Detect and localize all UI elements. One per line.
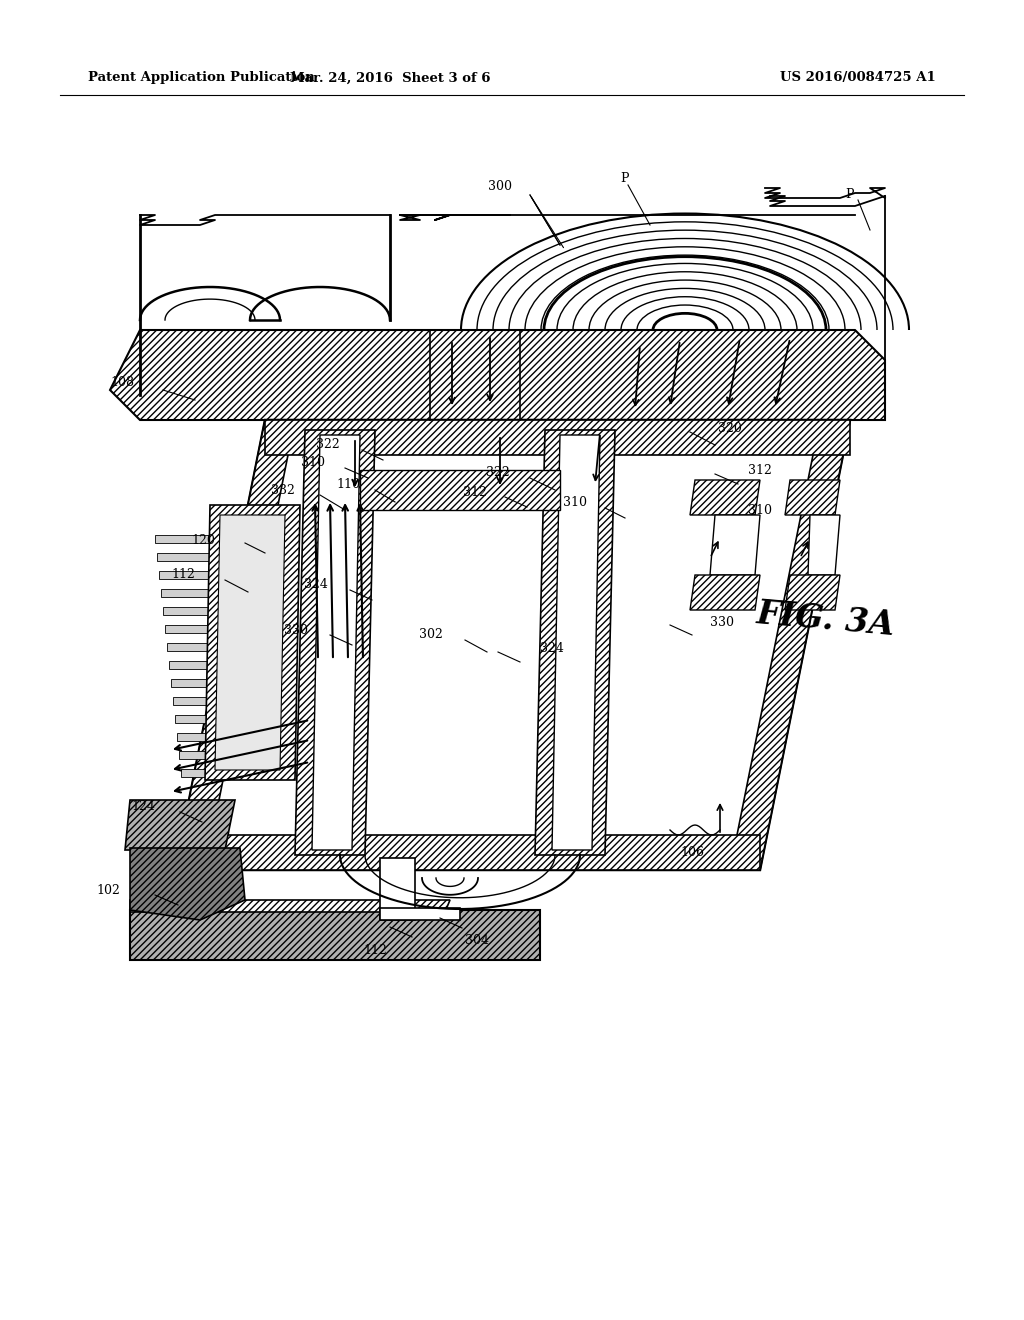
Polygon shape <box>175 420 295 870</box>
Polygon shape <box>690 480 760 515</box>
Polygon shape <box>380 858 415 920</box>
Polygon shape <box>177 733 247 741</box>
Text: 110: 110 <box>336 478 360 491</box>
Polygon shape <box>171 678 249 686</box>
Polygon shape <box>179 751 247 759</box>
Polygon shape <box>181 770 246 777</box>
Text: 310: 310 <box>301 455 325 469</box>
Polygon shape <box>710 515 760 576</box>
Polygon shape <box>169 661 250 669</box>
Text: 332: 332 <box>271 483 295 496</box>
Text: 300: 300 <box>488 181 512 194</box>
Polygon shape <box>157 553 254 561</box>
Polygon shape <box>130 909 540 960</box>
Polygon shape <box>130 847 245 920</box>
Polygon shape <box>175 715 248 723</box>
Polygon shape <box>552 436 600 850</box>
Polygon shape <box>535 430 615 855</box>
Text: 320: 320 <box>718 421 741 434</box>
Text: 124: 124 <box>131 800 155 813</box>
Text: 108: 108 <box>110 376 134 389</box>
Text: 330: 330 <box>284 623 308 636</box>
Text: 120: 120 <box>191 533 215 546</box>
Polygon shape <box>163 607 252 615</box>
Polygon shape <box>785 480 840 515</box>
Polygon shape <box>205 506 300 780</box>
Text: 302: 302 <box>419 628 443 642</box>
Text: 102: 102 <box>96 883 120 896</box>
Polygon shape <box>130 900 450 912</box>
Text: 304: 304 <box>465 933 489 946</box>
Polygon shape <box>173 697 249 705</box>
Text: 106: 106 <box>680 846 705 859</box>
Polygon shape <box>730 420 850 870</box>
Polygon shape <box>808 515 840 576</box>
Text: P: P <box>845 189 853 202</box>
Polygon shape <box>785 576 840 610</box>
Text: P: P <box>620 172 629 185</box>
Text: 312: 312 <box>748 463 772 477</box>
Polygon shape <box>175 836 760 870</box>
Text: 112: 112 <box>364 944 387 957</box>
Text: Mar. 24, 2016  Sheet 3 of 6: Mar. 24, 2016 Sheet 3 of 6 <box>290 71 490 84</box>
Polygon shape <box>690 576 760 610</box>
Text: 310: 310 <box>563 496 587 510</box>
Text: 324: 324 <box>540 642 564 655</box>
Text: Patent Application Publication: Patent Application Publication <box>88 71 314 84</box>
Text: 330: 330 <box>710 615 734 628</box>
Polygon shape <box>360 470 560 510</box>
Polygon shape <box>175 420 850 870</box>
Polygon shape <box>295 430 375 855</box>
Polygon shape <box>215 515 285 770</box>
Text: 322: 322 <box>316 437 340 450</box>
Polygon shape <box>155 535 255 543</box>
Polygon shape <box>265 420 850 455</box>
Polygon shape <box>312 436 360 850</box>
Text: 312: 312 <box>463 486 487 499</box>
Text: FIG. 3A: FIG. 3A <box>755 598 896 643</box>
Polygon shape <box>380 908 460 920</box>
Polygon shape <box>165 624 251 634</box>
Polygon shape <box>159 572 253 579</box>
Text: 112: 112 <box>171 569 195 582</box>
Text: US 2016/0084725 A1: US 2016/0084725 A1 <box>780 71 936 84</box>
Polygon shape <box>167 643 251 651</box>
Text: 324: 324 <box>304 578 328 591</box>
Text: 322: 322 <box>486 466 510 479</box>
Polygon shape <box>125 800 234 850</box>
Polygon shape <box>161 589 253 597</box>
Polygon shape <box>110 330 885 420</box>
Text: 310: 310 <box>748 503 772 516</box>
